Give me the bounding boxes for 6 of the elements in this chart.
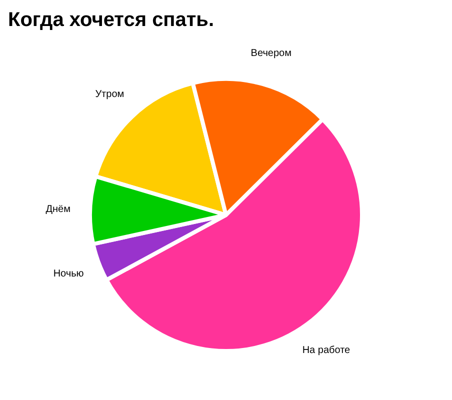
slice-label: Ночью [53,268,84,280]
slice-label: Днём [46,204,71,215]
slice-label: Вечером [250,48,292,60]
slice-label: На работе [302,344,351,356]
chart-title: Когда хочется спать. [8,9,214,31]
slice-label: Утром [95,88,124,100]
